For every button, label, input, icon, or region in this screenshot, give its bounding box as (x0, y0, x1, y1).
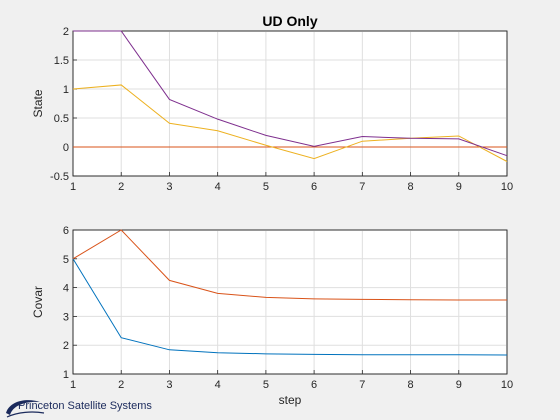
x-tick-label: 6 (311, 181, 317, 193)
x-tick-label: 10 (501, 181, 513, 193)
axes-box (72, 229, 508, 375)
y-tick-label: 1.5 (54, 55, 69, 67)
x-tick-label: 7 (359, 379, 365, 391)
x-tick-label: 3 (166, 379, 172, 391)
y-tick-label: 5 (63, 254, 69, 266)
y-tick-label: 3 (63, 311, 69, 323)
x-tick-label: 3 (166, 181, 172, 193)
y-tick-label: 2 (63, 340, 69, 352)
x-tick-label: 8 (407, 181, 413, 193)
x-tick-label: 1 (70, 181, 76, 193)
series-line-0 (72, 258, 508, 356)
y-tick-label: 4 (63, 283, 69, 295)
y-axis-label: State (31, 89, 45, 117)
series-line-3 (73, 30, 508, 157)
chart-title: UD Only (262, 13, 317, 29)
y-axis-label: Covar (31, 286, 45, 318)
covar-axes: 1 2 3 4 5 6 7 8 9 10 1 2 3 4 5 6 Covar step (31, 225, 513, 407)
x-tick-label: 5 (263, 379, 269, 391)
y-tick-label: 2 (63, 26, 69, 38)
x-tick-label: 9 (456, 379, 462, 391)
x-tick-label: 10 (501, 379, 513, 391)
y-tick-label: 1 (63, 369, 69, 381)
x-tick-label: 5 (263, 181, 269, 193)
x-tick-label: 8 (407, 379, 413, 391)
series-line-2 (72, 84, 508, 162)
plot-area (72, 30, 508, 177)
x-axis-label: step (279, 393, 302, 407)
y-tick-label: 0.5 (54, 113, 69, 125)
y-tick-label: 6 (63, 225, 69, 237)
x-tick-label: 4 (215, 181, 221, 193)
x-tick-label: 6 (311, 379, 317, 391)
grid (73, 230, 507, 374)
y-tick-label: -0.5 (50, 171, 69, 183)
x-tick-label: 4 (215, 379, 221, 391)
x-tick-label: 7 (359, 181, 365, 193)
axes-box (72, 30, 508, 177)
plot-area (72, 229, 508, 375)
x-tick-label: 9 (456, 181, 462, 193)
y-tick-label: 1 (63, 84, 69, 96)
x-tick-label: 1 (70, 379, 76, 391)
state-axes: 1 2 3 4 5 6 7 8 9 10 -0.5 0 0.5 1 1.5 2 UD Only State (31, 13, 513, 193)
logo-text: Princeton Satellite Systems (18, 400, 152, 412)
psslogo-icon (6, 400, 45, 418)
series-line-1 (72, 229, 507, 301)
y-tick-label: 0 (63, 142, 69, 154)
x-tick-label: 2 (118, 379, 124, 391)
x-tick-label: 2 (118, 181, 124, 193)
